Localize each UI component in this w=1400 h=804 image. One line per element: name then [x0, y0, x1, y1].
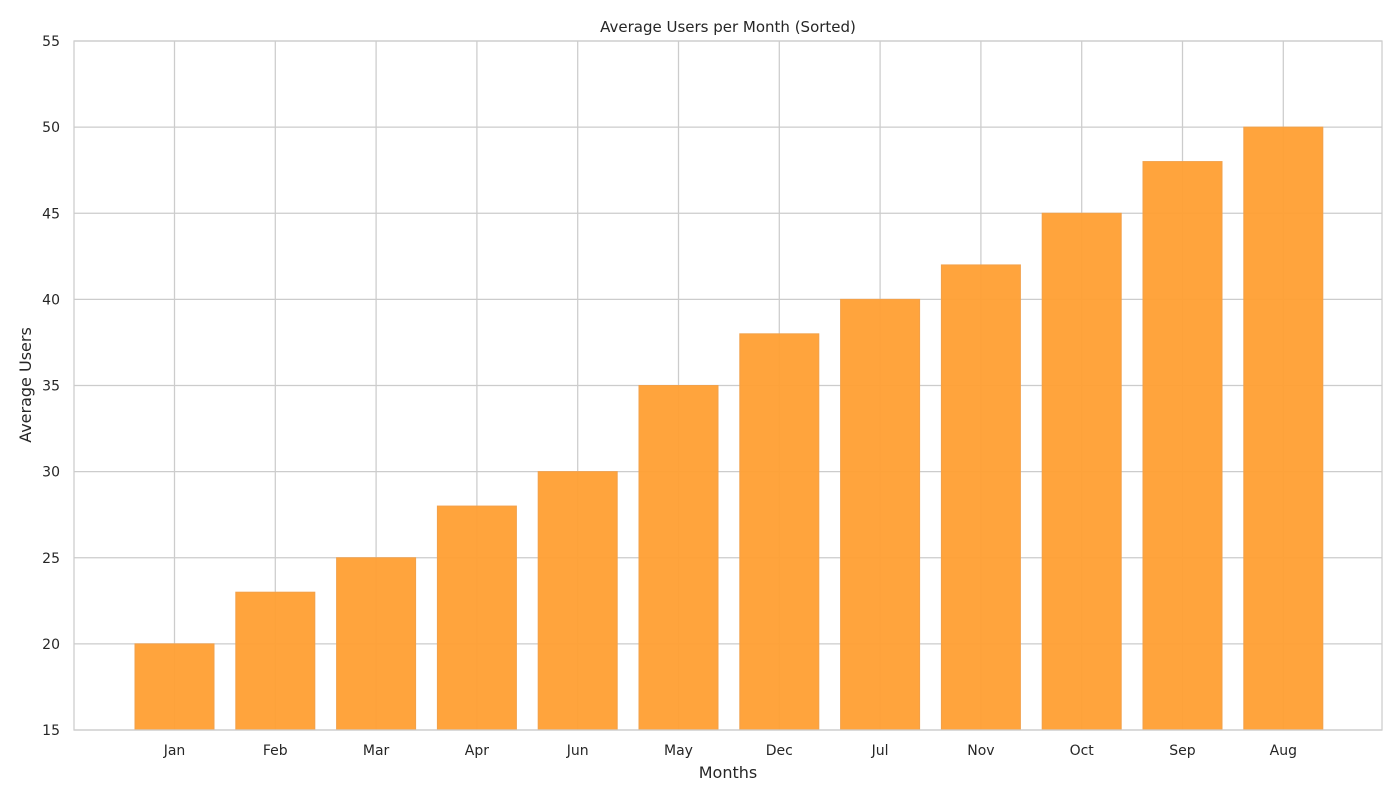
x-tick-label: Oct	[1070, 743, 1095, 759]
x-tick-label: Jun	[566, 743, 589, 759]
bars	[134, 126, 1324, 731]
y-tick-label: 35	[42, 379, 60, 395]
bar-aug	[1243, 126, 1324, 731]
x-tick-label: Sep	[1169, 743, 1196, 759]
y-tick-label: 30	[42, 465, 60, 481]
plot-frame	[73, 40, 1383, 731]
bar-jan	[134, 643, 215, 731]
bar-feb	[235, 591, 316, 731]
y-tick-label: 40	[42, 292, 60, 308]
x-tick-label: Dec	[766, 743, 793, 759]
x-tick-label: Jul	[871, 743, 889, 759]
bar-oct	[1041, 212, 1122, 731]
y-axis-label: Average Users	[16, 327, 35, 443]
y-tick-label: 50	[42, 120, 60, 136]
x-tick-label: Mar	[363, 743, 390, 759]
bar-may	[638, 385, 719, 731]
bar-nov	[940, 264, 1021, 731]
x-tick-labels: Jan Feb Mar Apr Jun May Dec Jul Nov Oct Sep Aug	[163, 743, 1297, 759]
chart-title: Average Users per Month (Sorted)	[600, 18, 856, 36]
bar-sep	[1142, 161, 1223, 731]
x-axis-label: Months	[699, 763, 757, 782]
x-tick-label: Aug	[1270, 743, 1297, 759]
bar-jul	[840, 298, 921, 731]
x-tick-label: May	[664, 743, 693, 759]
bar-apr	[436, 505, 517, 731]
bar-jun	[537, 471, 618, 731]
y-tick-label: 55	[42, 34, 60, 50]
y-tick-label: 25	[42, 551, 60, 567]
x-tick-label: Apr	[465, 743, 489, 759]
y-tick-label: 15	[42, 723, 60, 739]
bar-dec	[739, 333, 820, 731]
y-tick-label: 20	[42, 637, 60, 653]
x-tick-label: Jan	[163, 743, 186, 759]
x-tick-label: Nov	[967, 743, 994, 759]
x-tick-label: Feb	[263, 743, 288, 759]
y-tick-label: 45	[42, 206, 60, 222]
bar-mar	[336, 557, 417, 731]
y-tick-labels: 15 20 25 30 35 40 45 50 55	[42, 34, 60, 739]
